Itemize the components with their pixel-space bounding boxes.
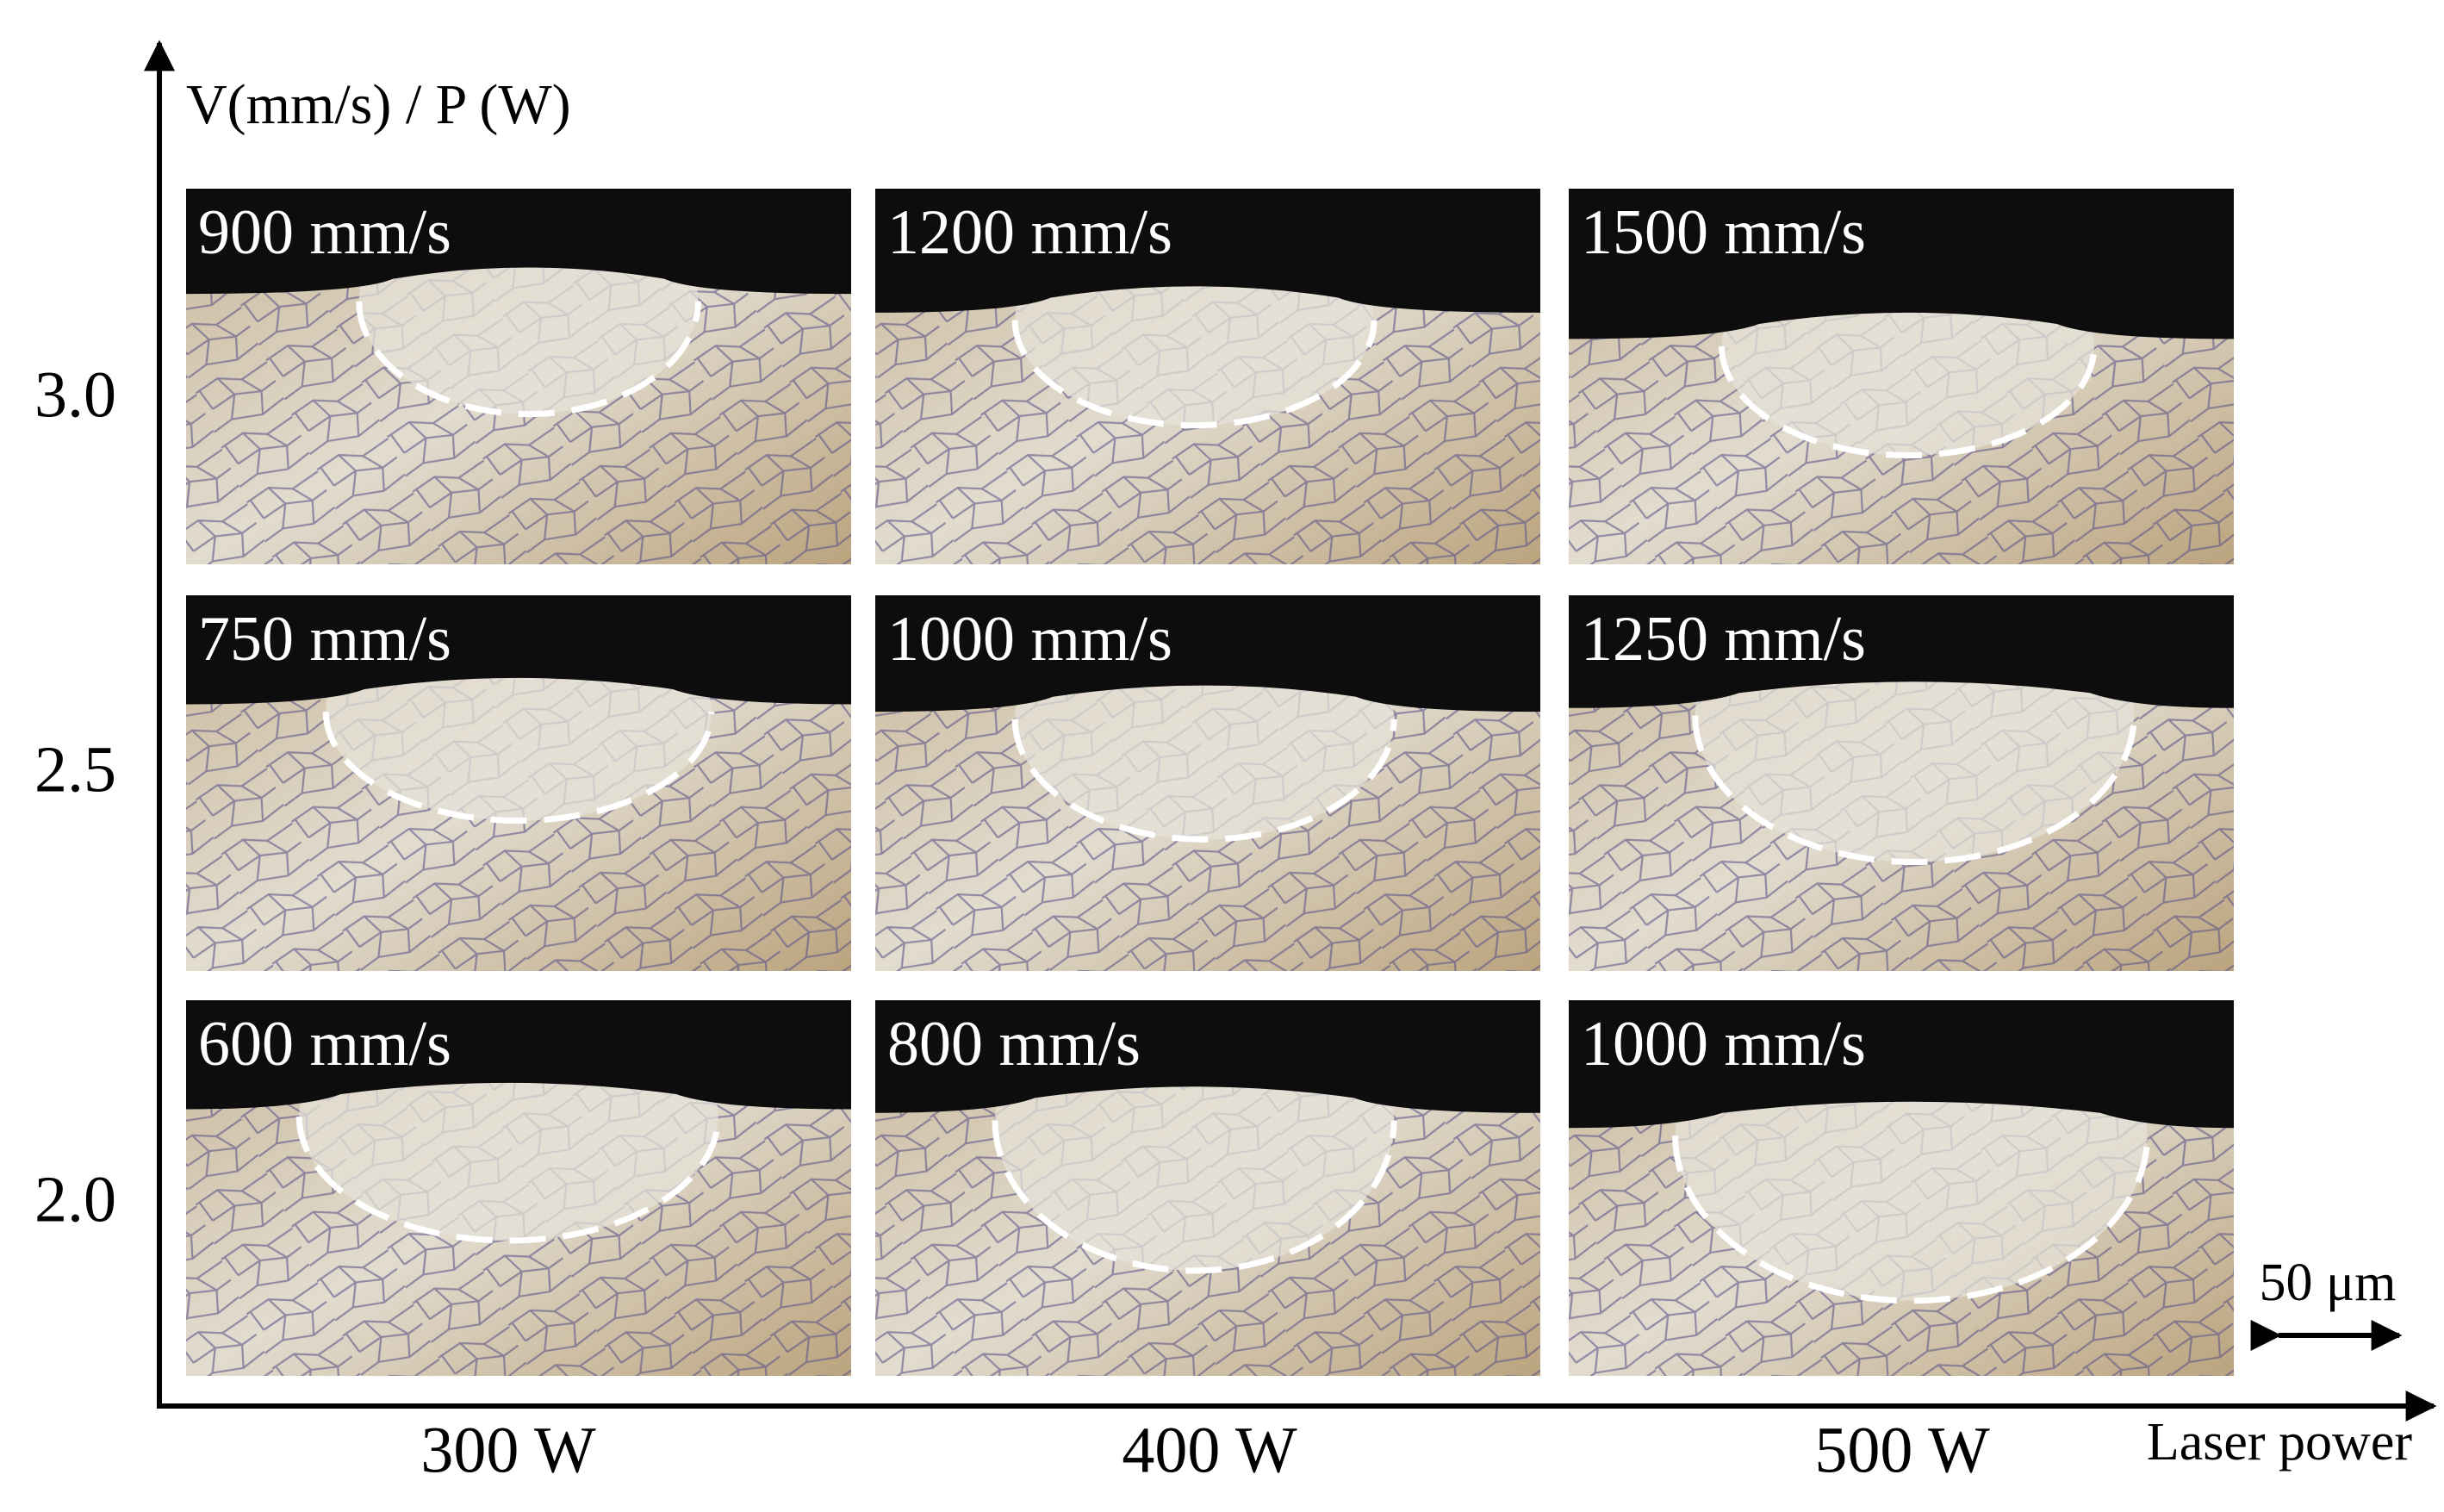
scan-speed-label: 1000 mm/s: [1581, 1009, 1866, 1080]
mounting-resin: [1569, 595, 2234, 708]
mounting-resin: [875, 595, 1540, 712]
row-label: 2.5: [34, 733, 116, 806]
column-label: 400 W: [1122, 1414, 1297, 1486]
melt-pool-boundary: [295, 1117, 722, 1244]
micrograph-content: [875, 595, 1540, 971]
mounting-resin: [1569, 1000, 2234, 1129]
melt-pool-boundary: [322, 712, 715, 824]
micrograph: 1500 mm/s: [1569, 189, 2234, 564]
melt-pool-boundary: [1672, 1135, 2151, 1304]
scan-speed-label: 750 mm/s: [198, 604, 451, 675]
micrograph-content: [186, 1000, 851, 1376]
mounting-resin: [186, 595, 851, 705]
scan-speed-label: 1500 mm/s: [1581, 197, 1866, 268]
mounting-resin: [1569, 189, 2234, 339]
mounting-resin: [875, 1000, 1540, 1113]
melt-pool-boundary: [356, 301, 701, 418]
micrograph-content: [875, 1000, 1540, 1376]
micrograph: 1000 mm/s: [875, 595, 1540, 971]
column-label: 300 W: [420, 1414, 596, 1486]
micrograph-content: [1569, 1000, 2234, 1376]
scan-speed-label: 1250 mm/s: [1581, 604, 1866, 675]
micrograph: 600 mm/s: [186, 1000, 851, 1376]
micrograph-content: [875, 189, 1540, 564]
melt-pool-boundary: [1692, 715, 2137, 866]
micrograph: 900 mm/s: [186, 189, 851, 564]
column-label: 500 W: [1814, 1414, 1990, 1486]
mounting-resin: [186, 1000, 851, 1110]
micrograph: 1000 mm/s: [1569, 1000, 2234, 1376]
melt-pool-boundary: [1719, 346, 2098, 459]
mounting-resin: [875, 189, 1540, 313]
scan-speed-label: 600 mm/s: [198, 1009, 451, 1080]
row-label: 2.0: [34, 1163, 116, 1235]
x-axis-label: Laser power: [2147, 1413, 2412, 1472]
micrograph-content: [186, 595, 851, 971]
micrograph-content: [1569, 595, 2234, 971]
scan-speed-label: 900 mm/s: [198, 197, 451, 268]
melt-pool-boundary: [992, 1120, 1397, 1274]
micrograph: 800 mm/s: [875, 1000, 1540, 1376]
row-label: 3.0: [34, 358, 116, 431]
melt-pool-boundary: [1011, 320, 1377, 429]
micrograph-content: [1569, 189, 2234, 564]
mounting-resin: [186, 189, 851, 295]
y-axis-label: V(mm/s) / P (W): [186, 73, 571, 136]
scale-bar-label: 50 μm: [2260, 1254, 2397, 1312]
micrograph: 1200 mm/s: [875, 189, 1540, 564]
melt-pool-boundary: [1011, 719, 1397, 843]
scan-speed-label: 800 mm/s: [887, 1009, 1141, 1080]
micrograph: 750 mm/s: [186, 595, 851, 971]
scan-speed-label: 1000 mm/s: [887, 604, 1172, 675]
micrograph: 1250 mm/s: [1569, 595, 2234, 971]
micrograph-content: [186, 189, 851, 564]
scan-speed-label: 1200 mm/s: [887, 197, 1172, 268]
panel-grid: 900 mm/s 1200 mm/s 1500 mm/s 750 mm/s 1000 m…: [186, 189, 2234, 1376]
